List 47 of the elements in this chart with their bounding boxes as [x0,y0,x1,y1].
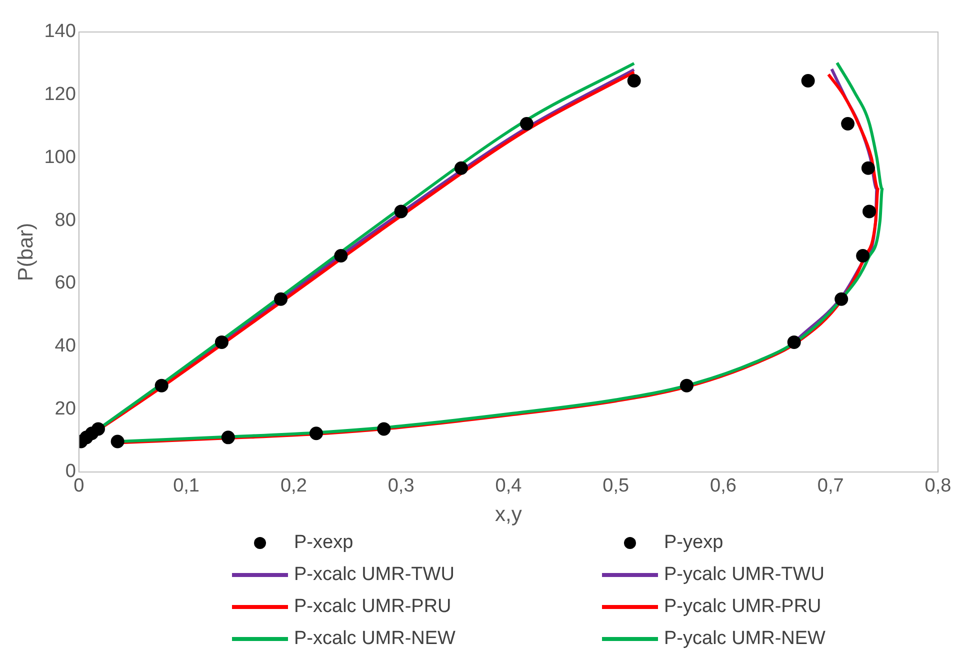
legend-label: P-xcalc UMR-TWU [294,564,454,586]
point [309,426,323,440]
x-tick-label: 0,5 [602,476,630,497]
point [834,292,848,306]
legend-label: P-ycalc UMR-PRU [664,596,822,618]
point [91,422,105,436]
y-tick-label: 100 [44,146,76,168]
y-tick-label: 60 [54,272,76,294]
x-tick-label: 0,2 [280,476,307,497]
legend-label: P-ycalc UMR-NEW [664,628,826,650]
y-axis-title: P(bar) [14,222,38,282]
point [862,204,876,218]
point [394,204,408,218]
point [520,117,534,131]
x-tick-label: 0,6 [710,476,736,497]
y-tick-label: 120 [44,84,76,106]
point [680,378,694,392]
point [856,249,870,263]
legend-label: P-xcalc UMR-NEW [294,628,456,650]
legend-label: P-ycalc UMR-TWU [664,564,824,586]
point [841,117,855,131]
x-tick-label: 0,7 [817,476,844,497]
legend-label: P-xcalc UMR-PRU [294,596,452,618]
y-tick-label: 80 [54,210,76,231]
x-tick-label: 0,8 [924,476,952,497]
point [861,161,875,175]
y-tick-label: 40 [54,336,76,357]
y-tick-label: 0 [65,461,76,482]
y-tick-label: 140 [44,21,76,42]
point [627,74,641,88]
y-tick-label: 20 [54,398,76,420]
x-axis-title: x,y [495,503,522,526]
point [154,378,168,392]
legend-label: P-xexp [294,532,354,554]
legend-label: P-yexp [664,532,724,554]
x-tick-label: 0,1 [173,476,200,497]
point [334,249,348,263]
x-tick-label: 0,3 [388,476,414,497]
point [787,335,801,349]
point [214,335,228,349]
point [801,74,815,88]
point [221,430,235,444]
point [274,292,288,306]
point [377,422,391,436]
x-tick-label: 0,4 [495,476,522,497]
point [454,161,468,175]
point [110,434,124,448]
